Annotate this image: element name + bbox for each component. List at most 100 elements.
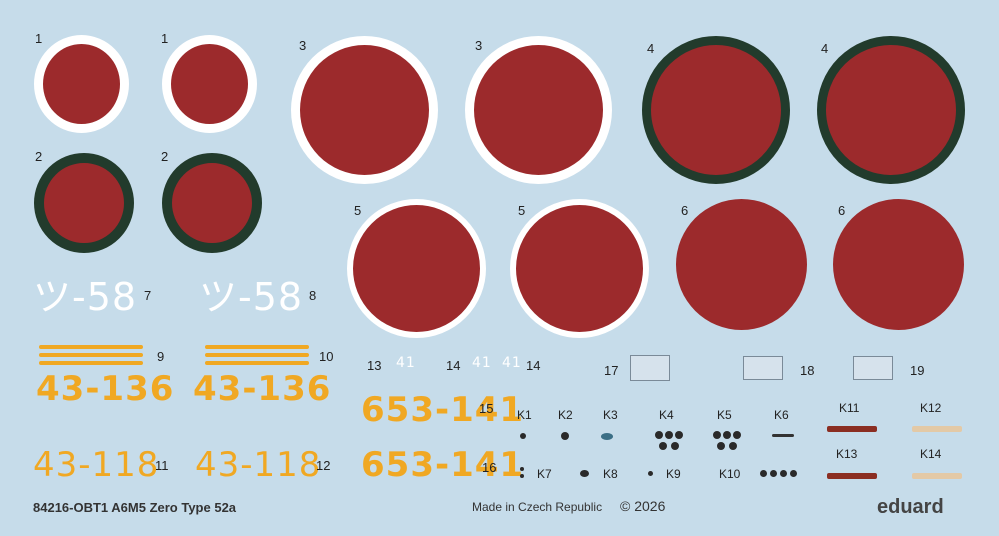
hinomaru-white-outline-small (162, 35, 257, 133)
hinomaru-green-outline-small (34, 153, 134, 253)
yellow-stripe (39, 345, 143, 349)
seatbelt-strap (912, 426, 962, 432)
decal-number-7: 7 (144, 288, 152, 303)
k-label-k3: K3 (603, 408, 618, 422)
decal-number-6: 6 (681, 203, 689, 218)
instrument-strip (772, 434, 794, 437)
code-14: 41 (502, 355, 522, 371)
code-11: 43-118 (33, 445, 160, 485)
decal-number-15: 15 (479, 401, 494, 416)
instrument-decal (520, 474, 524, 478)
copyright-label: © 2026 (620, 498, 666, 514)
code-16: 653-141 (361, 445, 525, 485)
hinomaru-white-outline-medium (510, 199, 649, 338)
instrument-decal (729, 442, 737, 450)
k-label-k7: K7 (537, 467, 552, 481)
yellow-stripe (205, 361, 309, 365)
k-label-k12: K12 (920, 401, 942, 415)
hinomaru-white-outline-large (465, 36, 612, 184)
seatbelt-strap (827, 473, 877, 479)
decal-number-4: 4 (821, 41, 829, 56)
decal-number-2: 2 (35, 149, 43, 164)
hinomaru-green-outline-large (642, 36, 790, 184)
yellow-stripe (205, 345, 309, 349)
code-15: 653-141 (361, 390, 525, 430)
sheet-title: 84216-OBT1 A6M5 Zero Type 52a (33, 500, 237, 515)
stencil-stamp (853, 356, 893, 380)
decal-number-8: 8 (309, 288, 317, 303)
k-label-k1: K1 (517, 408, 532, 422)
decal-number-9: 9 (157, 349, 165, 364)
k-label-k9: K9 (666, 467, 681, 481)
decal-number-13: 13 (367, 358, 382, 373)
instrument-decal (760, 470, 767, 477)
instrument-decal (659, 442, 667, 450)
decal-number-14: 14 (446, 358, 461, 373)
decal-number-16: 16 (482, 460, 497, 475)
hinomaru-white-outline-large (291, 36, 438, 184)
instrument-decal (770, 470, 777, 477)
decal-number-3: 3 (475, 38, 483, 53)
instrument-decal (648, 471, 653, 476)
yellow-stripe (39, 353, 143, 357)
k-label-k10: K10 (719, 467, 741, 481)
k-label-k6: K6 (774, 408, 789, 422)
instrument-decal (601, 433, 613, 440)
k-label-k2: K2 (558, 408, 573, 422)
instrument-decal (675, 431, 683, 439)
stencil-stamp (630, 355, 670, 381)
decal-number-19: 19 (910, 363, 925, 378)
decal-number-1: 1 (161, 31, 169, 46)
k-label-k13: K13 (836, 447, 858, 461)
seatbelt-strap (827, 426, 877, 432)
instrument-decal (665, 431, 673, 439)
decal-number-5: 5 (354, 203, 362, 218)
instrument-decal (713, 431, 721, 439)
made-in-label: Made in Czech Republic (472, 500, 603, 514)
instrument-decal (580, 470, 589, 477)
hinomaru-plain (676, 199, 807, 330)
hinomaru-plain (833, 199, 964, 330)
code-14: 41 (472, 355, 492, 371)
instrument-decal (520, 467, 524, 471)
stencil-stamp (743, 356, 783, 380)
decal-number-10: 10 (319, 349, 334, 364)
instrument-decal (655, 431, 663, 439)
k-label-k8: K8 (603, 467, 618, 481)
code-10: 43-136 (193, 369, 332, 409)
instrument-decal (671, 442, 679, 450)
instrument-decal (780, 470, 787, 477)
decal-number-1: 1 (35, 31, 43, 46)
hinomaru-green-outline-large (817, 36, 965, 184)
decal-number-2: 2 (161, 149, 169, 164)
code-12: 43-118 (195, 445, 322, 485)
brand-logo: eduard (877, 496, 944, 518)
code-8: ツ-58 (199, 275, 304, 319)
instrument-decal (790, 470, 797, 477)
k-label-k4: K4 (659, 408, 674, 422)
instrument-decal (733, 431, 741, 439)
code-7: ツ-58 (33, 275, 138, 319)
hinomaru-green-outline-small (162, 153, 262, 253)
decal-number-11: 11 (155, 458, 169, 473)
instrument-decal (717, 442, 725, 450)
code-13: 41 (396, 355, 416, 371)
yellow-stripe (205, 353, 309, 357)
instrument-decal (723, 431, 731, 439)
instrument-decal (520, 433, 526, 439)
decal-number-17: 17 (604, 363, 619, 378)
decal-number-12: 12 (316, 458, 331, 473)
decal-number-14: 14 (526, 358, 541, 373)
instrument-decal (561, 432, 569, 440)
k-label-k11: K11 (839, 401, 860, 415)
decal-number-18: 18 (800, 363, 815, 378)
hinomaru-white-outline-small (34, 35, 129, 133)
code-9: 43-136 (36, 369, 175, 409)
k-label-k14: K14 (920, 447, 942, 461)
decal-number-4: 4 (647, 41, 655, 56)
decal-number-5: 5 (518, 203, 526, 218)
yellow-stripe (39, 361, 143, 365)
k-label-k5: K5 (717, 408, 732, 422)
decal-number-6: 6 (838, 203, 846, 218)
